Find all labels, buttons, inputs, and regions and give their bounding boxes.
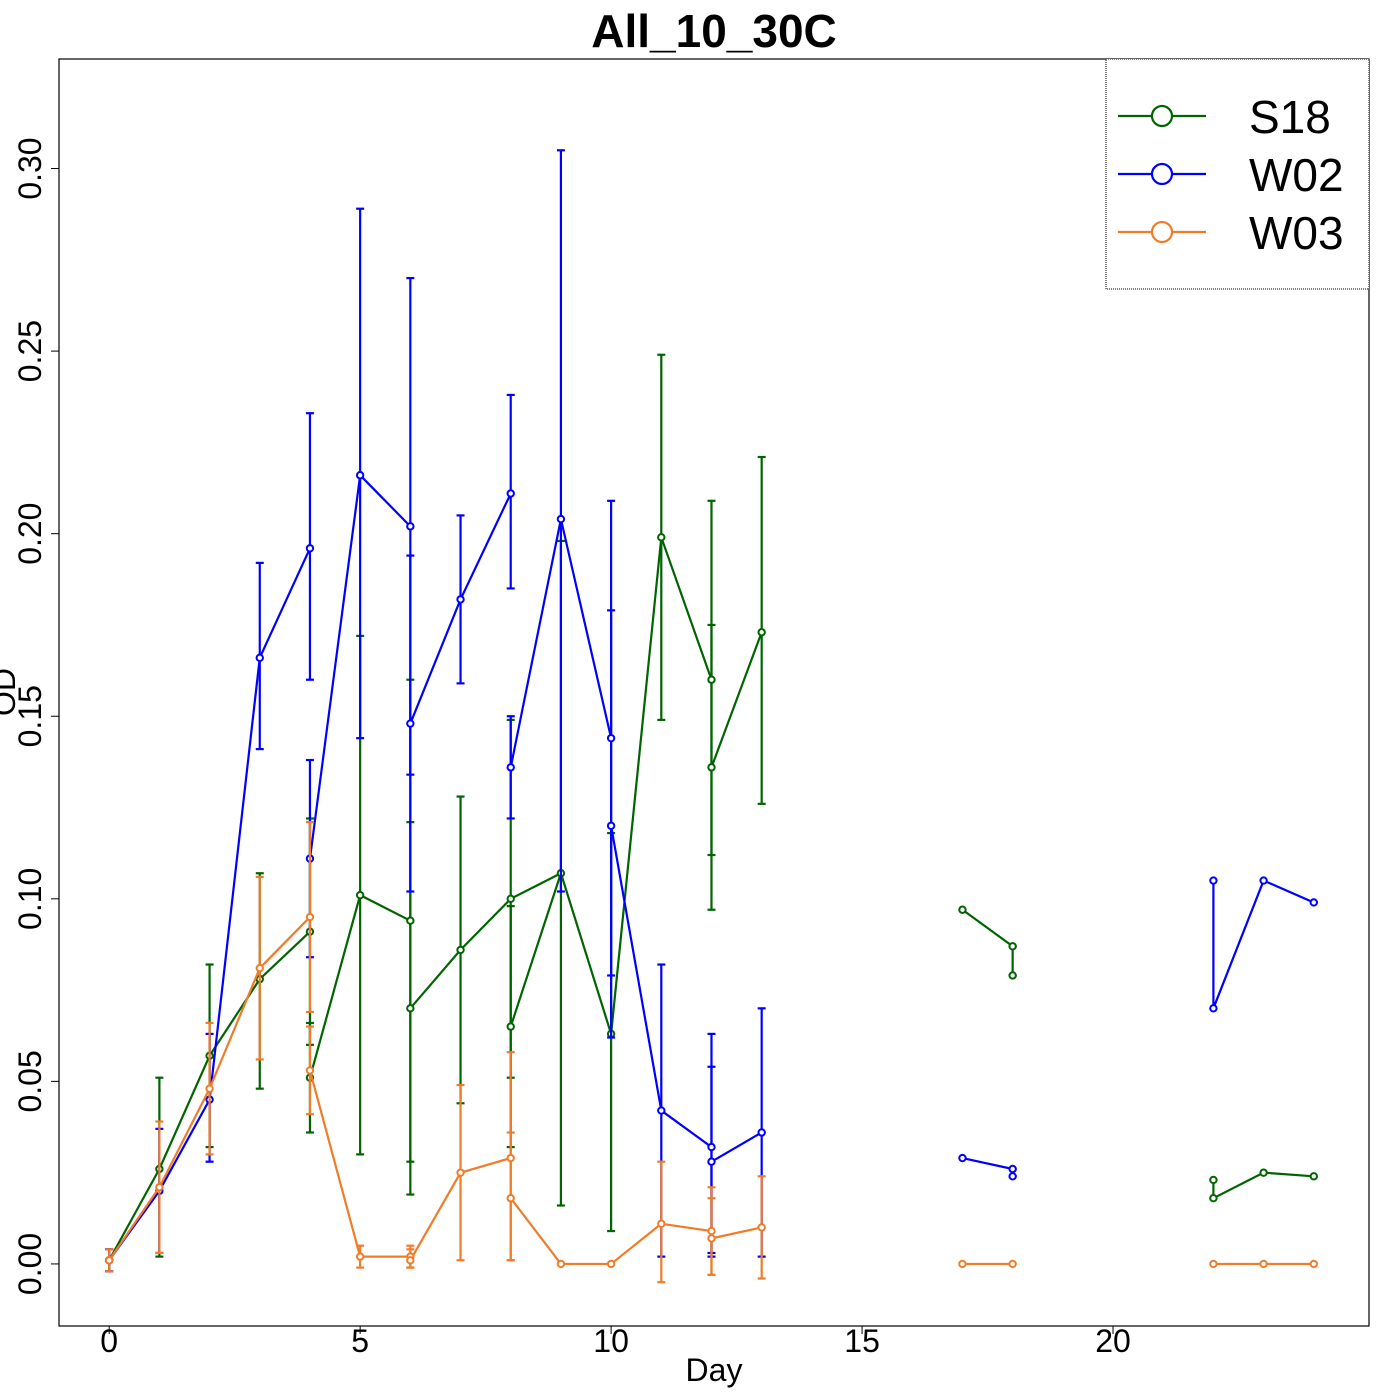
data-point — [958, 1259, 967, 1269]
data-point — [707, 1234, 716, 1243]
legend-label: W02 — [1249, 149, 1344, 201]
data-point — [355, 471, 365, 480]
y-tick-label: 0.25 — [12, 320, 48, 382]
data-point — [707, 763, 716, 772]
y-tick-label: 0.00 — [12, 1233, 48, 1295]
series-line — [710, 631, 763, 768]
y-tick-label: 0.05 — [12, 1050, 48, 1112]
data-point — [1008, 1172, 1017, 1181]
legend-marker — [1150, 220, 1174, 244]
data-point — [406, 1256, 415, 1265]
data-point — [205, 1084, 214, 1093]
data-point — [1209, 1175, 1218, 1185]
data-point — [707, 1157, 716, 1166]
y-tick-label: 0.10 — [12, 868, 48, 930]
data-point — [406, 522, 415, 531]
data-point — [757, 1223, 766, 1232]
data-point — [1309, 898, 1318, 907]
data-point — [1309, 1259, 1318, 1269]
data-point — [355, 1252, 365, 1261]
data-point — [406, 719, 415, 728]
data-point — [406, 1004, 415, 1013]
data-point — [506, 1022, 515, 1031]
data-point — [1008, 1259, 1017, 1269]
data-point — [255, 963, 264, 973]
data-point — [456, 1168, 465, 1177]
data-point — [456, 595, 465, 604]
data-point — [1209, 1194, 1218, 1203]
data-point — [1008, 942, 1017, 951]
data-point — [657, 533, 666, 542]
series-line — [710, 1131, 763, 1163]
data-point — [506, 763, 515, 772]
data-point — [1259, 1168, 1268, 1177]
legend-marker — [1150, 104, 1174, 128]
y-tick-label: 0.20 — [12, 503, 48, 565]
series-line — [1212, 879, 1315, 1009]
data-point — [506, 1153, 515, 1163]
legend-label: S18 — [1249, 91, 1331, 143]
series-line — [409, 872, 562, 1010]
data-point — [506, 894, 515, 903]
y-tick-label: 0.30 — [12, 137, 48, 199]
data-point — [707, 1226, 716, 1236]
data-point — [958, 1153, 967, 1163]
data-point — [506, 1194, 515, 1203]
y-axis-title: OD — [0, 668, 22, 716]
x-tick-label: 20 — [1095, 1323, 1131, 1359]
data-point — [506, 489, 515, 498]
series-line — [711, 1226, 762, 1240]
series-line — [962, 1156, 1013, 1171]
data-point — [1008, 1164, 1017, 1174]
data-point — [757, 1128, 766, 1137]
legend-label: W03 — [1249, 207, 1344, 259]
data-point — [757, 628, 766, 637]
data-point — [305, 1066, 315, 1075]
x-tick-label: 10 — [593, 1323, 629, 1359]
data-point — [606, 821, 616, 830]
data-point — [1259, 876, 1268, 885]
data-point — [606, 733, 616, 743]
series-W03 — [104, 821, 1318, 1284]
legend: S18 W02 W03 — [1105, 58, 1370, 290]
y-axis: 0.00 0.05 0.10 0.15 0.20 0.25 0.30 — [12, 137, 60, 1295]
x-axis-title: Day — [686, 1352, 743, 1388]
data-point — [1209, 1004, 1218, 1013]
data-point — [958, 905, 967, 914]
data-point — [606, 1259, 616, 1269]
data-point — [657, 1106, 666, 1115]
data-point — [155, 1183, 164, 1192]
data-point — [104, 1256, 114, 1265]
x-tick-label: 5 — [351, 1323, 369, 1359]
data-point — [1309, 1172, 1318, 1181]
data-point — [355, 890, 365, 900]
data-point — [1209, 1259, 1218, 1269]
data-point — [556, 514, 566, 524]
series-line — [961, 908, 1014, 948]
data-point — [707, 675, 716, 684]
data-point — [305, 912, 315, 922]
data-point — [456, 945, 465, 955]
data-point — [406, 916, 415, 925]
data-point — [305, 544, 315, 553]
data-point — [1259, 1259, 1268, 1269]
x-tick-label: 0 — [100, 1323, 118, 1359]
data-point — [255, 653, 264, 663]
data-point — [556, 1259, 566, 1269]
y-tick-label: 0.15 — [12, 685, 48, 747]
data-point — [657, 1219, 666, 1228]
data-point — [707, 1142, 716, 1152]
x-axis: 0 5 10 15 20 — [100, 1323, 1131, 1359]
plot-area — [104, 149, 1318, 1284]
x-tick-label: 15 — [844, 1323, 880, 1359]
data-point — [1008, 971, 1017, 980]
legend-marker — [1150, 162, 1174, 186]
data-point — [1209, 876, 1218, 885]
chart-title: All_10_30C — [591, 5, 837, 57]
